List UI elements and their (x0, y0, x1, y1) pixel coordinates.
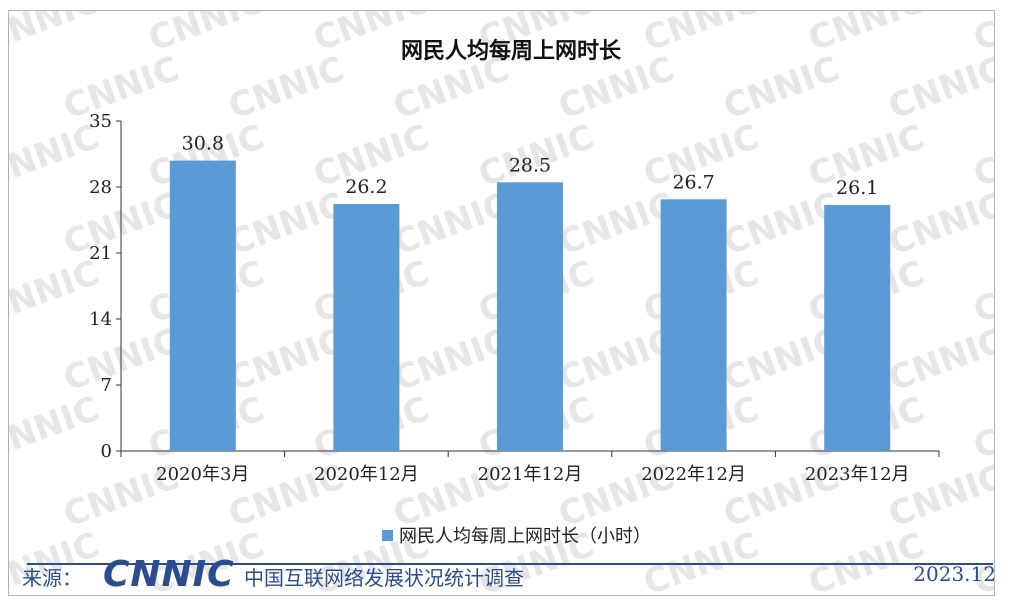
y-tick-label-1: 7 (101, 375, 112, 396)
chart-frame: CNNIC CNNIC CNNIC CNNIC CNNIC CNNIC CNNIC CNNIC… (8, 10, 995, 596)
watermark-37: CNNIC (388, 321, 514, 399)
watermark-36: CNNIC (223, 321, 349, 399)
y-tick-label-5: 35 (89, 111, 112, 132)
data-label-2: 28.5 (509, 154, 551, 176)
watermark-38: CNNIC (553, 321, 679, 399)
bars: 30.8 26.2 28.5 26.7 26.1 (169, 133, 891, 452)
chart-title: 网民人均每周上网时长 (401, 38, 622, 64)
y-tick-label-2: 14 (89, 309, 112, 330)
watermark-61: CNNIC (803, 525, 929, 595)
report-date: 2023.12 (913, 562, 996, 586)
data-label-4: 26.1 (836, 177, 878, 199)
watermark-40: CNNIC (883, 321, 994, 399)
survey-name: 中国互联网络发展状况统计调查 (244, 566, 524, 590)
y-tick-label-4: 28 (89, 177, 112, 198)
legend-swatch (382, 530, 393, 541)
bar-3 (660, 199, 727, 451)
watermark-48: CNNIC (968, 389, 994, 467)
axes: 0 7 14 21 28 35 2020年3月 2020年12月 2021年12月 2022年12… (89, 111, 940, 485)
bar-4 (824, 204, 891, 451)
watermark-12: CNNIC (883, 49, 994, 127)
cnnic-logo: CNNIC (103, 554, 235, 595)
x-tick-label-4: 2023年12月 (805, 464, 910, 485)
data-label-0: 30.8 (182, 133, 224, 155)
watermark-11: CNNIC (718, 49, 844, 127)
watermark-7: CNNIC (58, 49, 184, 127)
y-tick-label-0: 0 (101, 441, 112, 462)
watermark-26: CNNIC (883, 185, 994, 263)
watermark-60: CNNIC (638, 525, 764, 595)
data-label-1: 26.2 (345, 176, 387, 198)
data-label-3: 26.7 (672, 171, 714, 193)
watermark-22: CNNIC (223, 185, 349, 263)
watermark-0: CNNIC (9, 11, 104, 59)
x-tick-label-0: 2020年3月 (156, 464, 249, 485)
watermark-42: CNNIC (9, 389, 104, 467)
watermark-34: CNNIC (968, 253, 994, 331)
watermark-8: CNNIC (223, 49, 349, 127)
x-tick-label-2: 2021年12月 (478, 464, 583, 485)
bar-2 (497, 182, 563, 452)
x-tick-label-1: 2020年12月 (314, 464, 419, 485)
footer-divider (27, 563, 993, 565)
source-label: 来源： (22, 566, 82, 590)
y-tick-label-3: 21 (89, 243, 112, 264)
bar-0 (169, 160, 236, 451)
bar-1 (333, 203, 400, 451)
watermark-24: CNNIC (553, 185, 679, 263)
x-tick-label-3: 2022年12月 (641, 464, 746, 485)
legend: 网民人均每周上网时长（小时） (382, 526, 651, 547)
legend-label: 网民人均每周上网时长（小时） (399, 526, 651, 547)
watermark-23: CNNIC (388, 185, 514, 263)
bar-chart: CNNIC CNNIC CNNIC CNNIC CNNIC CNNIC CNNICCNNIC… (9, 11, 994, 595)
watermark-20: CNNIC (968, 117, 994, 195)
